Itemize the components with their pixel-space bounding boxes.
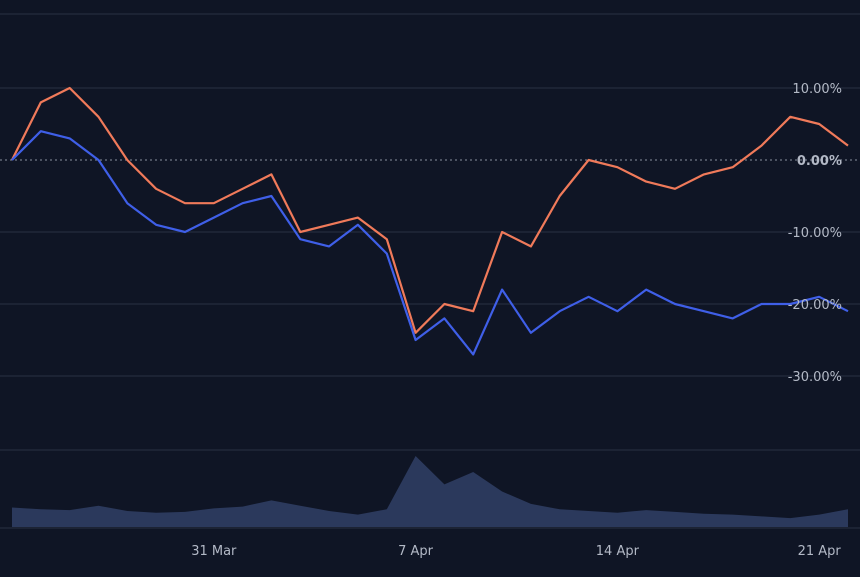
volume-area xyxy=(12,456,848,527)
gridlines xyxy=(0,13,860,529)
x-tick-label: 31 Mar xyxy=(191,544,237,559)
x-tick-labels: 31 Mar 7 Apr 14 Apr 21 Apr xyxy=(191,544,841,559)
volume-area-shape xyxy=(12,456,848,527)
series-line-blue xyxy=(11,130,849,356)
y-tick-label: -10.00% xyxy=(788,226,842,241)
y-tick-label: 10.00% xyxy=(792,82,842,97)
series-lines xyxy=(11,86,849,356)
y-tick-label: 0.00% xyxy=(797,154,842,169)
x-tick-label: 14 Apr xyxy=(596,544,640,559)
x-tick-label: 7 Apr xyxy=(398,544,434,559)
y-tick-label: -30.00% xyxy=(788,370,842,385)
series-line-orange xyxy=(11,86,849,334)
x-tick-label: 21 Apr xyxy=(798,544,842,559)
y-tick-labels: 10.00% 0.00% -10.00% -20.00% -30.00% xyxy=(788,82,842,385)
y-tick-label: -20.00% xyxy=(788,298,842,313)
